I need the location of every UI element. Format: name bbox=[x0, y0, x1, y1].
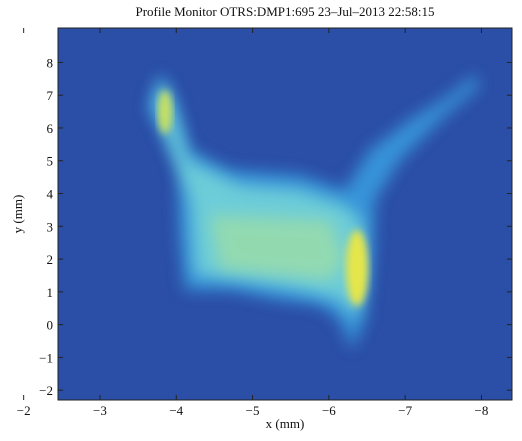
y-tick-label: 2 bbox=[47, 252, 54, 267]
x-tick-label: −3 bbox=[93, 403, 107, 418]
y-tick-label: −1 bbox=[39, 350, 53, 365]
x-axis-label: x (mm) bbox=[266, 416, 305, 431]
plot-frame bbox=[57, 27, 513, 401]
beam-core bbox=[158, 90, 172, 134]
x-tick-label: −4 bbox=[169, 403, 183, 418]
beam-image bbox=[148, 72, 480, 350]
y-tick-label: 3 bbox=[47, 219, 54, 234]
x-tick-label: −6 bbox=[322, 403, 336, 418]
beam-band bbox=[210, 215, 345, 280]
x-tick-label: −7 bbox=[398, 403, 412, 418]
y-tick-label: −2 bbox=[39, 383, 53, 398]
y-tick-label: 1 bbox=[47, 285, 54, 300]
x-tick-label: −2 bbox=[17, 403, 31, 418]
x-tick-label: −8 bbox=[475, 403, 489, 418]
y-tick-label: 6 bbox=[47, 121, 54, 136]
y-tick-label: 4 bbox=[47, 187, 54, 202]
x-tick-label: −5 bbox=[246, 403, 260, 418]
chart-title: Profile Monitor OTRS:DMP1:695 23–Jul–201… bbox=[135, 4, 434, 19]
y-tick-label: 0 bbox=[47, 318, 54, 333]
y-tick-label: 5 bbox=[47, 154, 54, 169]
y-axis-label: y (mm) bbox=[10, 195, 25, 234]
y-tick-label: 8 bbox=[47, 55, 54, 70]
beam-core bbox=[346, 230, 368, 306]
y-tick-label: 7 bbox=[47, 88, 54, 103]
